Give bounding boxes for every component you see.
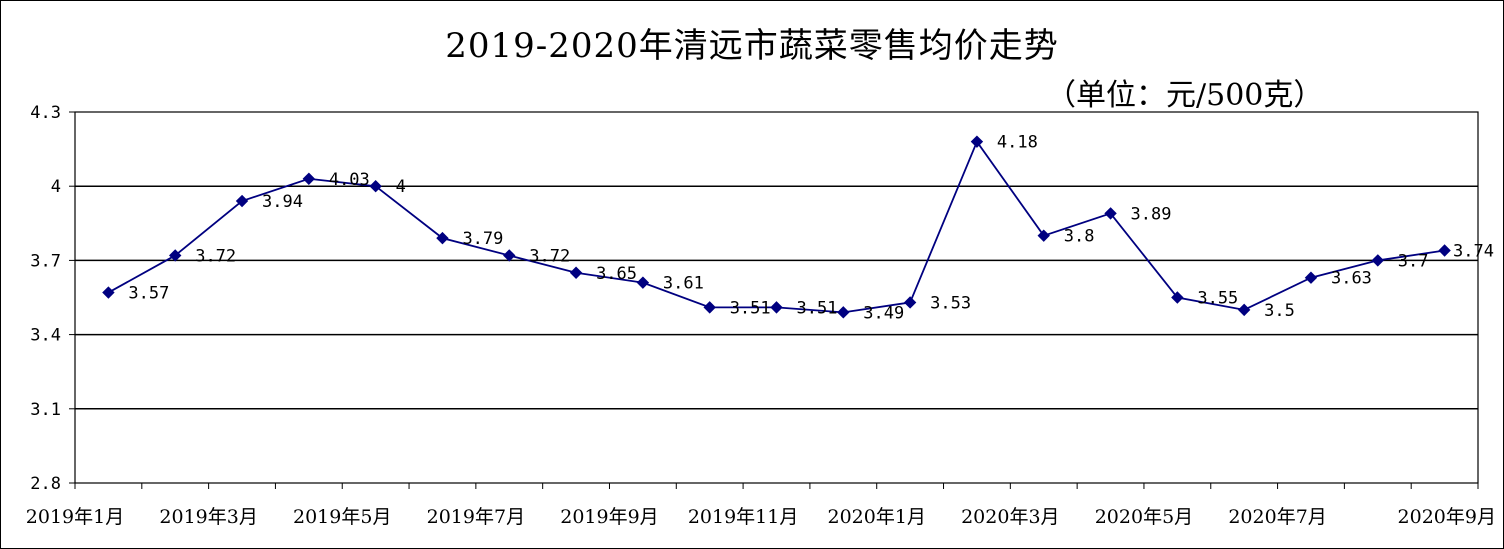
data-point-marker [1037,229,1050,242]
data-point-marker [369,179,382,193]
data-point-marker [569,266,583,279]
data-label: 4.18 [997,133,1038,153]
y-tick-labels: 2.8 3.1 3.4 3.7 4 4.3 [30,103,61,494]
x-tick-label: 2019年5月 [293,506,391,528]
data-label: 3.74 [1453,242,1494,262]
y-tick-label: 4.3 [30,103,61,123]
data-point-marker [503,249,516,262]
data-point-marker [970,135,984,148]
data-point-marker [1371,254,1384,267]
y-tick-label: 4 [51,177,61,197]
y-tick-label: 3.1 [30,400,61,420]
axes [69,111,1479,489]
data-point-marker [636,276,650,289]
data-point-marker [1171,291,1184,304]
data-label: 3.55 [1197,289,1238,309]
y-tick-label: 3.7 [30,251,61,271]
data-label: 3.72 [195,246,236,266]
data-point-marker [770,301,783,314]
gridlines [75,185,1478,410]
series-line-group [102,135,1451,319]
data-label: 3.72 [529,246,570,266]
y-tick-label: 3.4 [30,326,61,346]
data-point-marker [102,286,115,299]
data-point-marker [703,301,716,314]
data-label: 3.63 [1331,269,1372,289]
x-tick-label: 2019年9月 [560,506,658,528]
x-tick-label: 2020年7月 [1228,506,1326,528]
data-point-marker [169,249,182,262]
data-point-marker [1237,303,1251,317]
data-label: 3.5 [1264,301,1295,321]
x-tick-label: 2019年7月 [427,506,525,528]
x-tick-label: 2020年5月 [1095,506,1193,528]
data-label: 3.61 [663,274,704,294]
data-label: 4 [396,177,406,197]
data-label: 3.49 [863,303,904,323]
x-tick-label: 2019年11月 [688,506,799,528]
data-point-marker [837,306,850,319]
data-point-marker [436,231,449,245]
data-point-marker [1104,207,1117,220]
data-label: 3.79 [462,229,503,249]
y-tick-label: 2.8 [30,474,61,494]
data-label: 3.51 [730,298,771,318]
x-tick-label: 2019年1月 [26,506,124,528]
data-point-marker [1438,244,1451,257]
plot-area [74,111,1479,484]
data-label: 3.89 [1131,204,1172,224]
data-label: 3.65 [596,264,637,284]
data-label: 3.57 [128,284,169,304]
x-tick-label: 2020年1月 [827,506,925,528]
data-point-marker [1304,271,1318,284]
data-label: 3.7 [1398,251,1429,271]
data-label: 3.94 [262,192,303,212]
chart-title: 2019-2020年清远市蔬菜零售均价走势 [445,26,1059,66]
series-line [107,139,1445,314]
data-point-marker [235,194,249,208]
data-label: 3.53 [930,293,971,313]
data-label: 3.8 [1064,227,1095,247]
x-tick-label: 2020年3月 [961,506,1059,528]
data-point-marker [302,172,316,185]
data-label: 4.03 [329,170,370,190]
unit-note: （单位：元/500克） [1046,78,1324,113]
data-label-group: 3.57 3.72 3.94 4.03 4 3.79 3.72 3.65 3.61 3.51 3.5… [128,133,1494,324]
data-point-marker [903,296,917,309]
x-tick-label: 2020年9月 [1398,506,1496,528]
data-label: 3.51 [797,298,838,318]
x-tick-label: 2019年3月 [159,506,257,528]
x-tick-labels: 2019年1月 2019年3月 2019年5月 2019年7月 2019年9月 2019年… [26,506,1496,528]
